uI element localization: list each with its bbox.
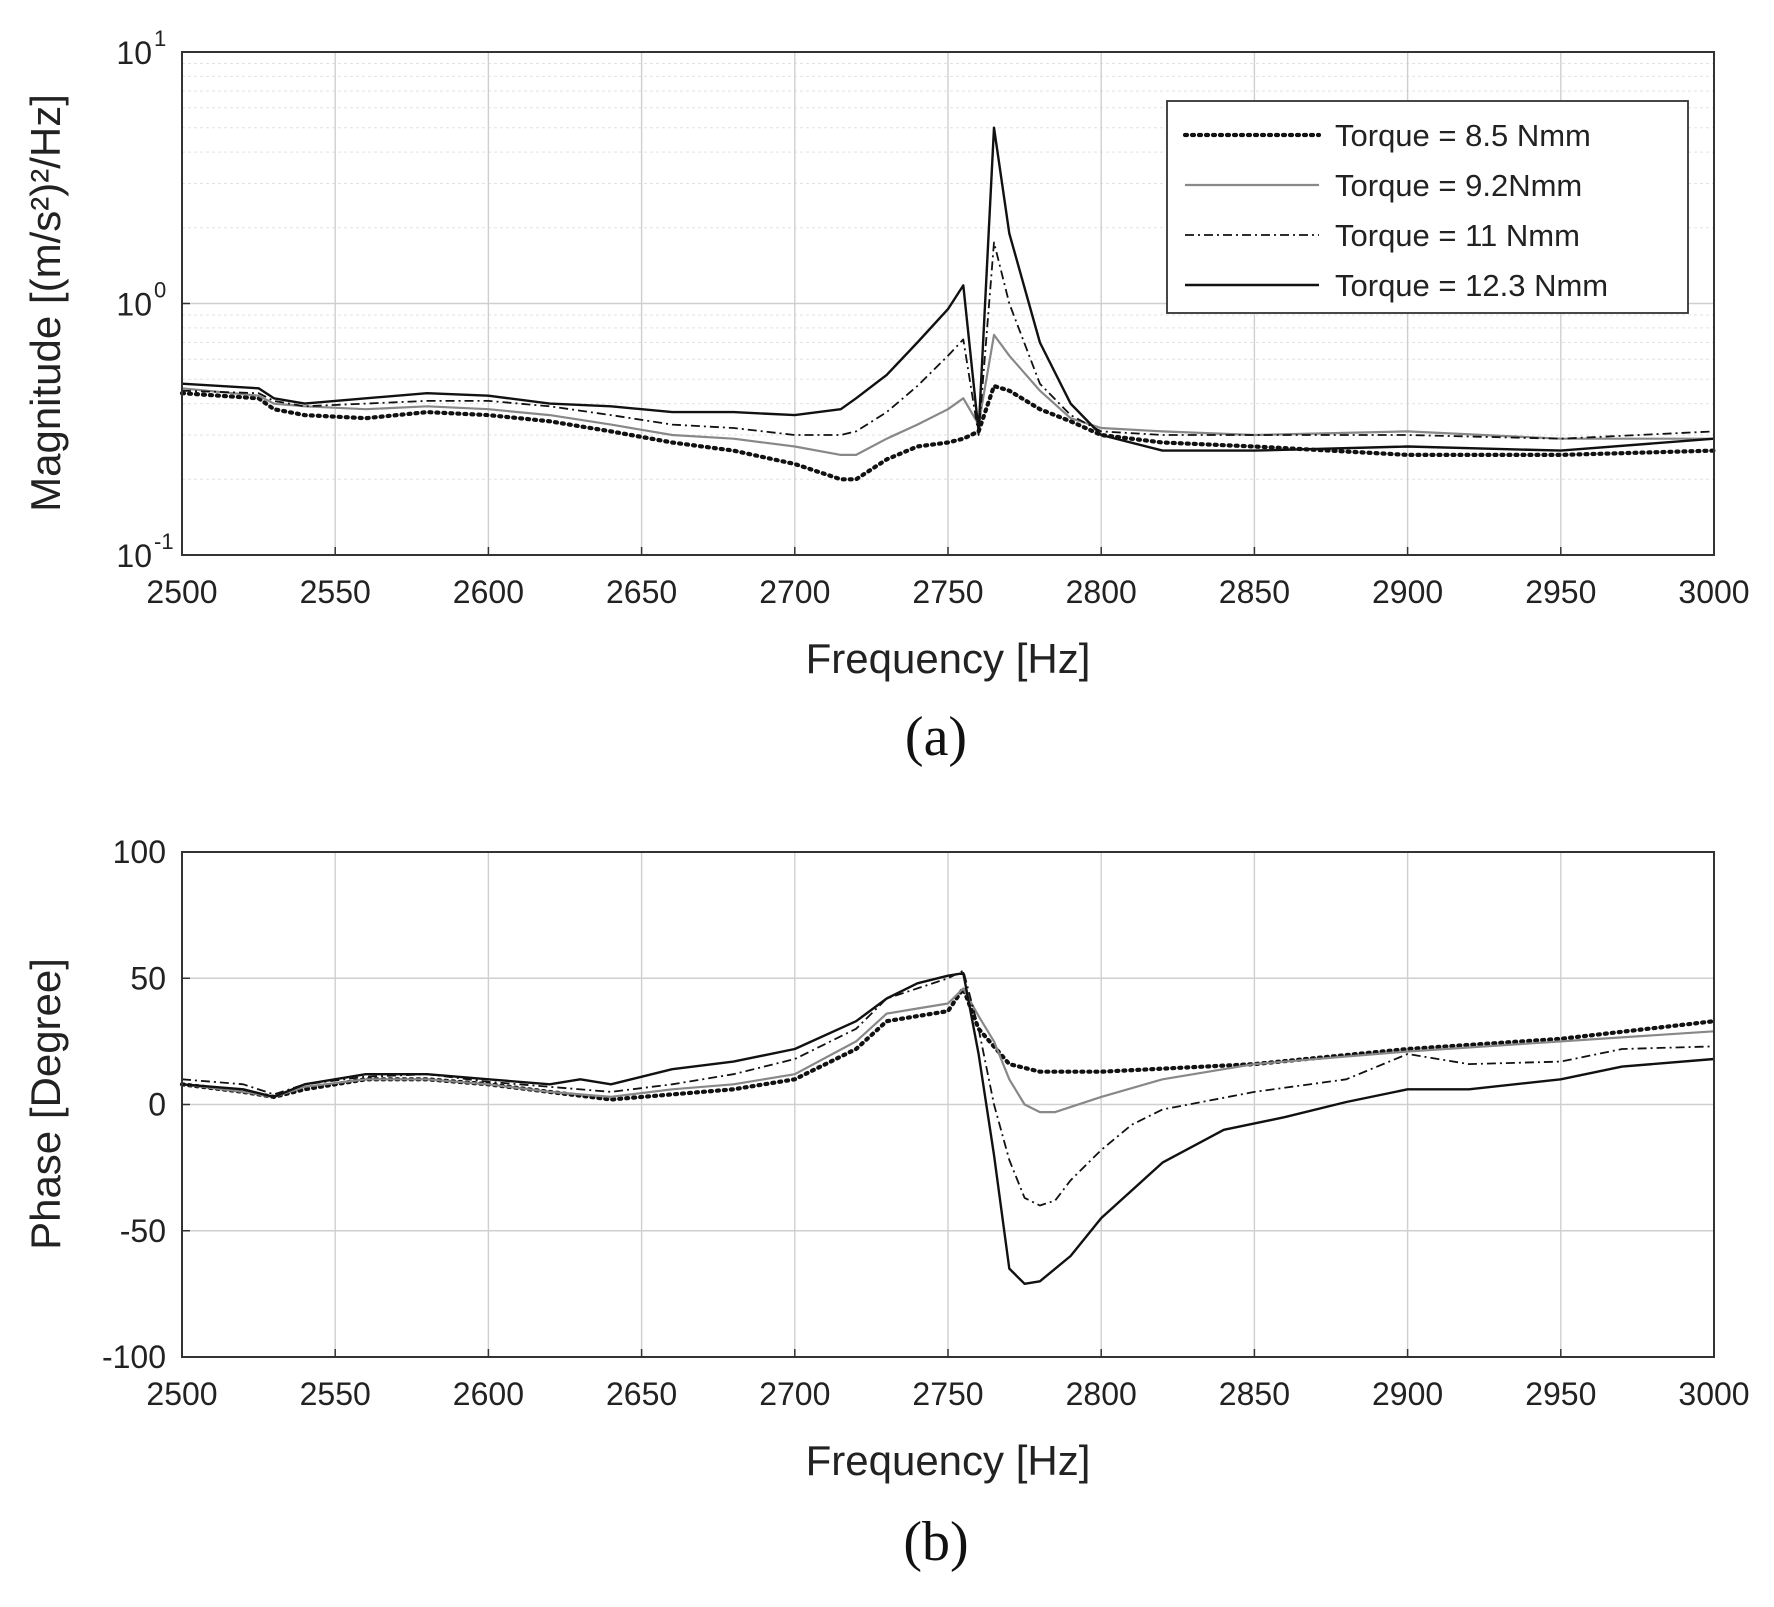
- x-tick-label: 2700: [759, 1376, 830, 1412]
- x-tick-label: 2900: [1372, 574, 1443, 610]
- y-tick-label: 50: [130, 960, 166, 996]
- x-tick-label: 2750: [912, 574, 983, 610]
- series-line-2: [181, 333, 1714, 456]
- y-tick-label: 10: [116, 287, 152, 323]
- x-tick-label: 2500: [146, 1376, 217, 1412]
- series-group: [179, 969, 1717, 1286]
- x-tick-label: 2950: [1525, 574, 1596, 610]
- legend-box: [1166, 100, 1689, 314]
- legend: Torque = 8.5 Nmm Torque = 9.2Nmm Torque = …: [1166, 100, 1689, 314]
- y-axis-label: Phase [Degree]: [22, 958, 69, 1250]
- legend-label-1: Torque = 8.5 Nmm: [1335, 118, 1591, 153]
- x-tick-label: 2950: [1525, 1376, 1596, 1412]
- series-group: [179, 126, 1717, 482]
- x-tick-label: 2800: [1066, 574, 1137, 610]
- y-tick-label: 100: [113, 834, 166, 870]
- x-tick-label: 2700: [759, 574, 830, 610]
- x-axis-label: Frequency [Hz]: [806, 1437, 1091, 1484]
- x-tick-label: 2800: [1066, 1376, 1137, 1412]
- legend-label-4: Torque = 12.3 Nmm: [1335, 268, 1608, 303]
- x-tick-label: 2650: [606, 574, 677, 610]
- series-line-3: [181, 969, 1715, 1207]
- y-tick-exponent: 0: [154, 278, 166, 303]
- legend-label-3: Torque = 11 Nmm: [1335, 218, 1580, 253]
- panel-a-magnitude-plot: 2500 2550 2600 2650 2700 2750 2800 2850 2900 2950…: [22, 26, 1750, 768]
- x-tick-label: 2500: [146, 574, 217, 610]
- x-tick-label: 2600: [453, 1376, 524, 1412]
- x-tick-label: 3000: [1678, 1376, 1749, 1412]
- panel-caption: (a): [905, 706, 967, 768]
- x-tick-label: 2600: [453, 574, 524, 610]
- series-line-1: [179, 383, 1717, 482]
- series-line-1: [179, 986, 1717, 1102]
- legend-label-2: Torque = 9.2Nmm: [1335, 168, 1582, 203]
- y-tick-exponent: 1: [154, 26, 166, 51]
- x-axis-label: Frequency [Hz]: [806, 635, 1091, 682]
- panel-b-phase-plot: 2500 2550 2600 2650 2700 2750 2800 2850 2900 2950…: [22, 834, 1750, 1573]
- x-tick-label: 2750: [912, 1376, 983, 1412]
- x-tick-label: 2550: [300, 574, 371, 610]
- x-tick-label: 2850: [1219, 1376, 1290, 1412]
- series-line-4: [181, 972, 1715, 1286]
- y-tick-label: 0: [148, 1087, 166, 1123]
- x-tick-label: 2900: [1372, 1376, 1443, 1412]
- series-line-2: [181, 987, 1715, 1114]
- y-tick-label: -100: [102, 1339, 166, 1375]
- y-axis-label: Magnitude [(m/s²)²/Hz]: [22, 94, 69, 512]
- y-tick-label: 10: [116, 35, 152, 71]
- y-tick-label: 10: [116, 538, 152, 574]
- series-line-4: [181, 126, 1715, 452]
- x-tick-label: 2650: [606, 1376, 677, 1412]
- x-tick-label: 2550: [300, 1376, 371, 1412]
- panel-caption: (b): [903, 1511, 968, 1573]
- x-tick-label: 2850: [1219, 574, 1290, 610]
- y-tick-label: -50: [120, 1213, 166, 1249]
- y-tick-exponent: -1: [154, 529, 174, 554]
- x-tick-label: 3000: [1678, 574, 1749, 610]
